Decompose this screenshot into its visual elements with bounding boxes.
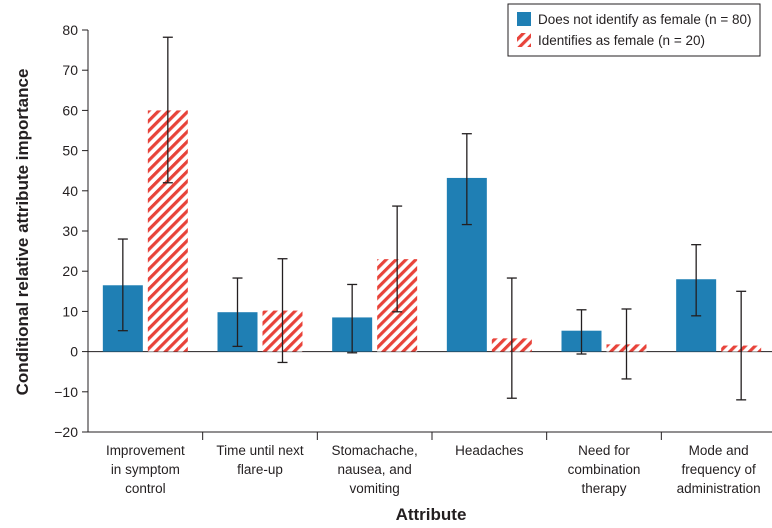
x-category-label: administration (677, 481, 761, 496)
x-category-label: therapy (581, 481, 626, 496)
y-tick-label: 0 (70, 344, 78, 360)
y-tick-label: 70 (62, 62, 78, 78)
x-category-label: in symptom (111, 462, 180, 477)
legend: Does not identify as female (n = 80) Ide… (507, 3, 761, 57)
x-category-label: Need for (578, 443, 630, 458)
y-tick-label: 80 (62, 22, 78, 38)
y-tick-label: 30 (62, 223, 78, 239)
x-category-label: Improvement (106, 443, 185, 458)
x-category-label: Stomachache, (332, 443, 418, 458)
x-category-label: nausea, and (338, 462, 412, 477)
legend-label-series-1: Does not identify as female (n = 80) (538, 12, 752, 27)
x-axis-title: Attribute (396, 505, 467, 524)
legend-label-series-2: Identifies as female (n = 20) (538, 33, 705, 48)
error-bars (117, 36, 747, 401)
x-category-label: Headaches (455, 443, 524, 458)
y-tick-label: 50 (62, 143, 78, 159)
x-category-label: Mode and (689, 443, 749, 458)
bars (102, 110, 762, 352)
legend-swatch-series-1 (517, 12, 531, 26)
y-tick-label: −20 (54, 424, 78, 440)
y-tick-label: 20 (62, 263, 78, 279)
legend-swatch-series-2 (517, 33, 531, 47)
x-category-label: flare-up (237, 462, 283, 477)
category-labels: Improvement in symptom control Time until n… (106, 443, 761, 496)
x-category-label: control (125, 481, 166, 496)
y-axis-title: Conditional relative attribute importanc… (13, 69, 32, 396)
x-category-label: frequency of (682, 462, 757, 477)
x-category-label: Time until next (216, 443, 304, 458)
axes: −20 −10 0 10 20 30 40 50 60 70 80 (54, 22, 772, 440)
legend-box (507, 3, 761, 57)
x-category-label: vomiting (350, 481, 400, 496)
x-category-label: combination (568, 462, 641, 477)
y-tick-label: −10 (54, 384, 78, 400)
y-tick-label: 10 (62, 303, 78, 319)
y-tick-label: 40 (62, 183, 78, 199)
y-tick-label: 60 (62, 102, 78, 118)
